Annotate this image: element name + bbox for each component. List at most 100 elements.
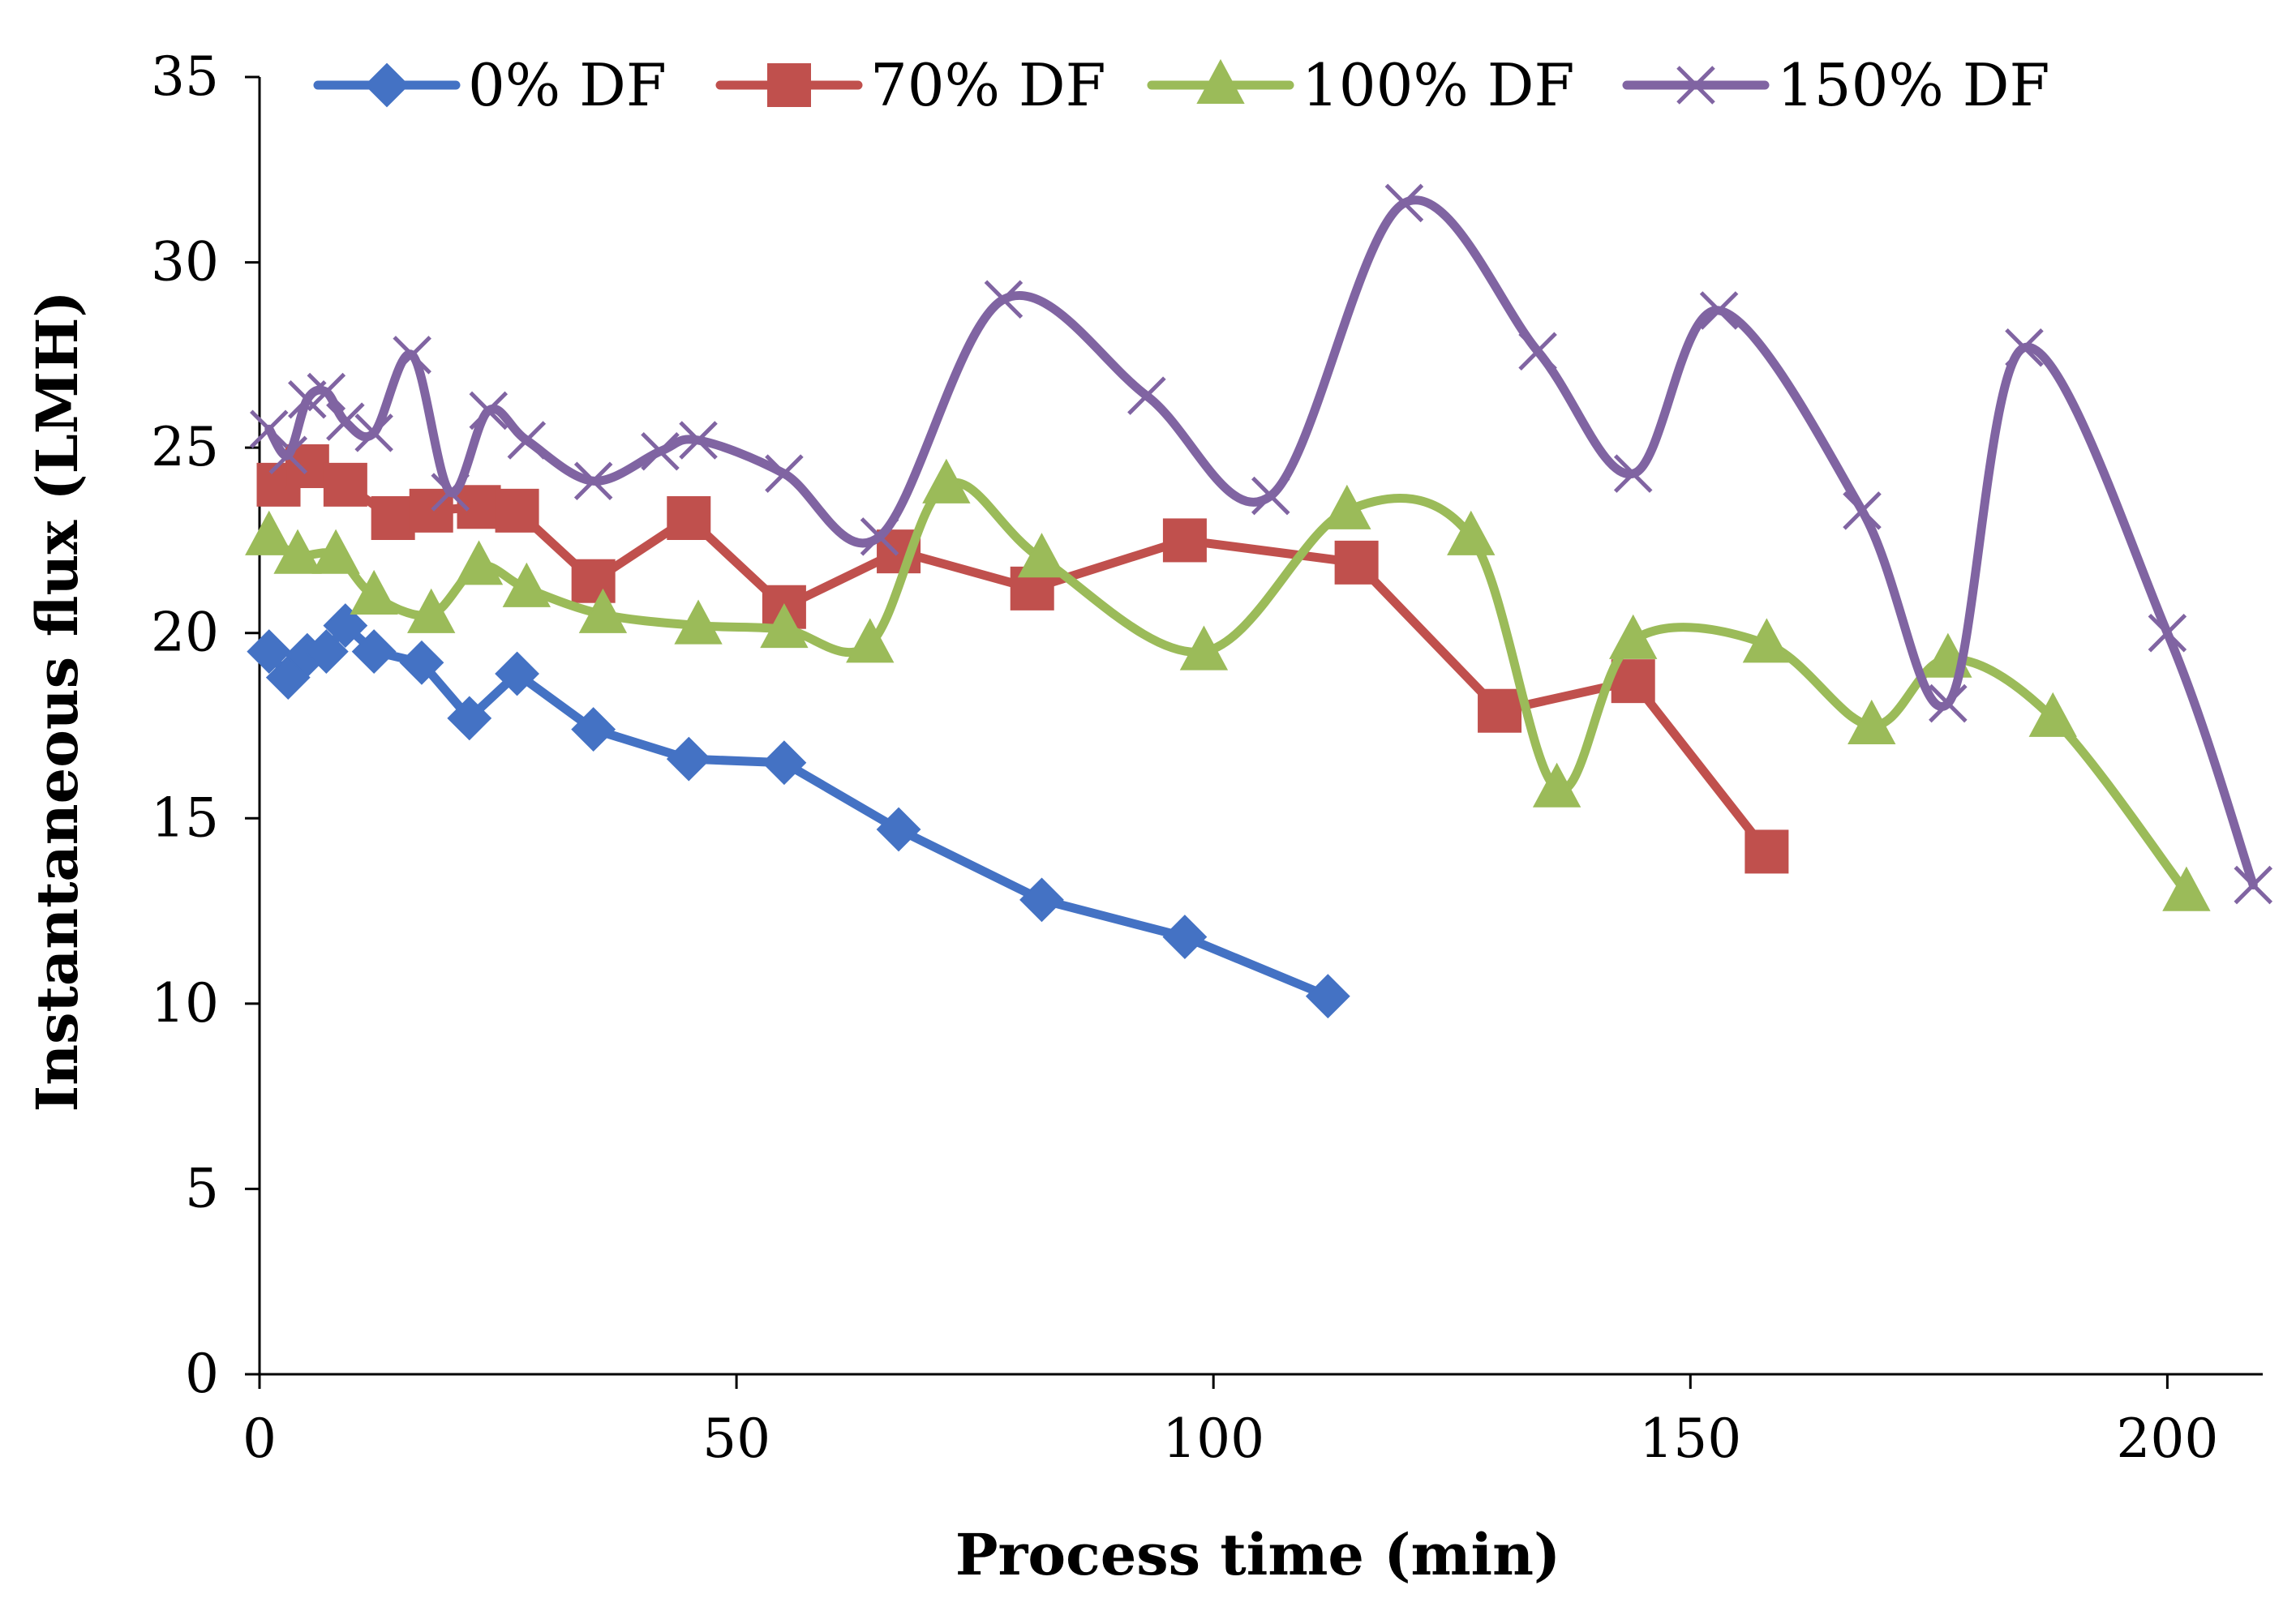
data-point-150pct-df [860, 517, 899, 556]
data-point-100pct-df [2028, 692, 2077, 737]
data-point-100pct-df [407, 588, 456, 633]
data-point-100pct-df [1017, 533, 1066, 578]
x-stroke [1676, 66, 1715, 105]
x-tick-label: 150 [1639, 1407, 1741, 1470]
x-stroke [2005, 328, 2044, 367]
data-point-100pct-df [2162, 866, 2211, 911]
data-point-150pct-df [393, 336, 431, 375]
data-point-70pct-df [1478, 688, 1522, 733]
data-point-100pct-df [846, 618, 895, 663]
legend-item-150pct-df: 150% DF [1622, 51, 2049, 119]
data-point-100pct-df [674, 599, 723, 645]
x-stroke [507, 421, 547, 460]
data-point-150pct-df [507, 421, 547, 460]
x-axis-title: Process time (min) [955, 1521, 1560, 1588]
data-point-150pct-df [249, 409, 289, 449]
data-point-100pct-df [1848, 699, 1896, 744]
data-point-150pct-df [469, 391, 509, 431]
legend-marker [364, 62, 410, 108]
data-point-150pct-df [1518, 332, 1557, 371]
data-point-70pct-df [495, 488, 539, 533]
data-point-150pct-df [1843, 491, 1882, 530]
data-point-150pct-df [573, 461, 613, 501]
data-point-70pct-df [571, 559, 616, 603]
legend: 0% DF 70% DF 100% DF 150% DF [313, 51, 2049, 119]
x-stroke [1518, 332, 1557, 371]
data-point-150pct-df [1929, 683, 1968, 723]
x-stroke [469, 391, 509, 431]
x-tick-label: 50 [702, 1407, 770, 1470]
axes: 0 5 10 15 20 25 30 35 0 50 100 150 200 [151, 45, 2263, 1470]
y-tick-label: 20 [151, 602, 219, 664]
data-point-150pct-df [307, 372, 346, 412]
legend-marker [1676, 66, 1715, 105]
y-axis-title: Instantaneous flux (LMH) [24, 290, 91, 1112]
data-point-100pct-df [1447, 510, 1496, 555]
data-point-100pct-df [1323, 484, 1371, 529]
data-point-0pct-df [876, 807, 921, 852]
data-point-0pct-df [323, 603, 368, 648]
data-point-150pct-df [1384, 183, 1424, 223]
legend-label: 150% DF [1777, 51, 2049, 119]
x-stroke [326, 402, 365, 441]
series-layer [245, 183, 2273, 1019]
x-stroke [2234, 865, 2273, 905]
data-point-150pct-df [679, 421, 718, 460]
data-point-150pct-df [2148, 613, 2187, 653]
data-point-0pct-df [351, 629, 397, 674]
x-stroke [1127, 376, 1166, 415]
data-point-150pct-df [1127, 376, 1166, 415]
data-point-70pct-df [1745, 829, 1789, 874]
data-point-0pct-df [447, 696, 492, 741]
x-stroke [1613, 454, 1653, 493]
data-point-70pct-df [1162, 518, 1207, 563]
y-tick-label: 25 [151, 416, 219, 478]
data-point-100pct-df [245, 510, 294, 555]
data-point-100pct-df [454, 540, 504, 585]
legend-label: 70% DF [870, 51, 1106, 119]
data-point-100pct-df [1742, 618, 1792, 663]
legend-marker [1196, 58, 1245, 104]
x-stroke [860, 517, 899, 556]
x-stroke [984, 280, 1024, 319]
legend-item-0pct-df: 0% DF [313, 51, 667, 119]
data-point-150pct-df [268, 435, 308, 475]
data-point-70pct-df [667, 496, 711, 540]
x-stroke [307, 372, 346, 412]
series-line-150pct-df [264, 195, 2258, 890]
x-stroke [1929, 683, 1968, 723]
data-point-0pct-df [762, 740, 807, 786]
y-tick-label: 10 [151, 972, 219, 1035]
x-stroke [249, 409, 289, 449]
data-point-150pct-df [1613, 454, 1653, 493]
data-point-0pct-df [399, 640, 444, 685]
x-tick-label: 100 [1162, 1407, 1264, 1470]
data-point-150pct-df [984, 280, 1024, 319]
x-stroke [1251, 476, 1290, 516]
legend-label: 100% DF [1302, 51, 1574, 119]
data-point-70pct-df [409, 488, 453, 533]
x-stroke [1384, 183, 1424, 223]
x-stroke [765, 454, 804, 493]
series-100pct-df [245, 458, 2211, 911]
data-point-150pct-df [431, 473, 470, 512]
data-point-150pct-df [2005, 328, 2044, 367]
data-point-150pct-df [326, 402, 365, 441]
data-point-0pct-df [571, 707, 616, 752]
y-tick-label: 30 [151, 231, 219, 293]
data-point-100pct-df [1179, 625, 1229, 671]
data-point-100pct-df [502, 562, 551, 607]
data-point-150pct-df [1699, 291, 1739, 330]
series-150pct-df [249, 183, 2273, 905]
x-stroke [573, 461, 613, 501]
data-point-150pct-df [2234, 865, 2273, 905]
legend-item-100pct-df: 100% DF [1147, 51, 1574, 119]
data-point-0pct-df [247, 629, 292, 674]
data-point-0pct-df [1305, 974, 1350, 1019]
x-tick-label: 200 [2116, 1407, 2218, 1470]
data-point-100pct-df [578, 588, 628, 633]
x-tick-label: 0 [242, 1407, 277, 1470]
legend-marker [767, 63, 811, 107]
data-point-0pct-df [495, 651, 539, 696]
legend-label: 0% DF [468, 51, 667, 119]
